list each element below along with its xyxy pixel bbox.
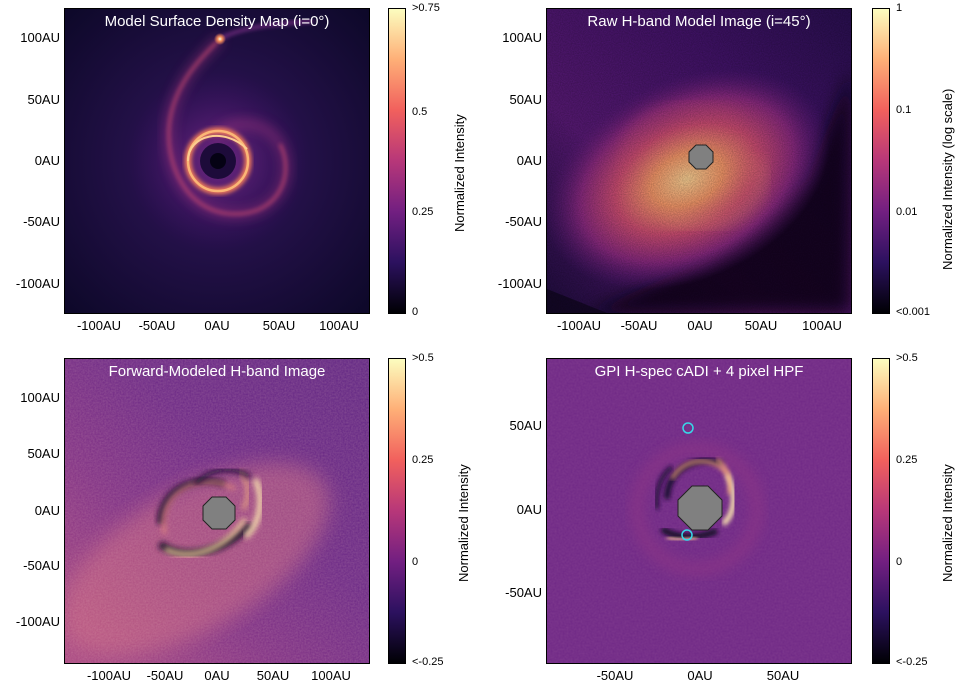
x-tick-label: 50AU [262, 318, 296, 333]
colorbar-tick-label: 0.01 [896, 206, 918, 218]
marker-circle [682, 422, 694, 434]
colorbar-label: Normalized Intensity [940, 464, 955, 582]
colorbar-tick-label: 0.1 [896, 104, 912, 116]
plot-area: Model Surface Density Map (i=0°) [64, 8, 370, 314]
x-tick-label: -50AU [596, 668, 634, 683]
colorbar-label: Normalized Intensity [452, 114, 467, 232]
forward-modeled-image [65, 359, 369, 663]
colorbar-tick-label: 0 [412, 556, 419, 568]
x-tick-label: 0AU [687, 318, 713, 333]
y-tick-label: -50AU [23, 214, 60, 229]
colorbar-tick-label: 0 [412, 306, 419, 318]
x-tick-label: 100AU [802, 318, 842, 333]
x-tick-label: 0AU [204, 668, 230, 683]
colorbar-tick-label: 0.5 [412, 106, 428, 118]
x-tick-label: 50AU [766, 668, 800, 683]
x-tick-label: 50AU [256, 668, 290, 683]
y-tick-label: 50AU [27, 92, 60, 107]
plot-area: Raw H-band Model Image (i=45°) [546, 8, 852, 314]
y-tick-label: 0AU [34, 503, 60, 518]
y-tick-label: -50AU [23, 558, 60, 573]
x-tick-label: 0AU [687, 668, 713, 683]
y-tick-label: 100AU [20, 390, 60, 405]
x-tick-label: 50AU [744, 318, 778, 333]
colorbar-tick-label: >0.75 [412, 2, 440, 14]
x-tick-label: -50AU [146, 668, 184, 683]
y-tick-label: 0AU [516, 153, 542, 168]
y-tick-label: 50AU [509, 92, 542, 107]
colorbar-label: Normalized Intensity (log scale) [940, 88, 955, 270]
y-tick-label: -100AU [497, 276, 542, 291]
panel-title: GPI H-spec cADI + 4 pixel HPF [594, 363, 804, 380]
x-tick-label: -100AU [76, 318, 122, 333]
colorbar-tick-label: <0.001 [896, 306, 930, 318]
panel-title: Raw H-band Model Image (i=45°) [587, 13, 811, 30]
colorbar-tick-label: 1 [896, 2, 903, 14]
colorbar [872, 8, 890, 314]
panel-title: Forward-Modeled H-band Image [108, 363, 326, 380]
y-tick-label: -50AU [505, 585, 542, 600]
surface-density-image [65, 9, 369, 313]
colorbar-tick-label: 0 [896, 556, 903, 568]
x-tick-label: 100AU [319, 318, 359, 333]
panel-title: Model Surface Density Map (i=0°) [104, 13, 330, 30]
colorbar-tick-label: >0.5 [412, 352, 434, 364]
colorbar-label: Normalized Intensity [456, 464, 471, 582]
colorbar-tick-label: 0.25 [896, 454, 918, 466]
colorbar-tick-label: >0.5 [896, 352, 918, 364]
x-tick-label: -100AU [556, 318, 602, 333]
plot-area: GPI H-spec cADI + 4 pixel HPF [546, 358, 852, 664]
y-tick-label: -100AU [15, 276, 60, 291]
x-tick-label: -50AU [620, 318, 658, 333]
y-tick-label: 0AU [34, 153, 60, 168]
colorbar-tick-label: 0.25 [412, 206, 434, 218]
y-tick-label: 100AU [20, 30, 60, 45]
plot-area: Forward-Modeled H-band Image [64, 358, 370, 664]
raw-hband-image [547, 9, 851, 313]
x-tick-label: -50AU [138, 318, 176, 333]
marker-circle [681, 529, 693, 541]
y-tick-label: 0AU [516, 502, 542, 517]
y-tick-label: -50AU [505, 214, 542, 229]
colorbar-tick-label: 0.25 [412, 454, 434, 466]
gpi-hspec-image [547, 359, 851, 663]
occulter-mask [202, 496, 236, 530]
x-tick-label: 0AU [204, 318, 230, 333]
occulter-mask [677, 485, 723, 531]
y-tick-label: 50AU [27, 446, 60, 461]
colorbar [388, 358, 406, 664]
y-tick-label: -100AU [15, 614, 60, 629]
occulter-mask [688, 144, 714, 170]
x-tick-label: -100AU [86, 668, 132, 683]
colorbar-tick-label: <-0.25 [412, 656, 444, 668]
colorbar [388, 8, 406, 314]
colorbar-tick-label: <-0.25 [896, 656, 928, 668]
y-tick-label: 50AU [509, 418, 542, 433]
y-tick-label: 100AU [502, 30, 542, 45]
colorbar [872, 358, 890, 664]
x-tick-label: 100AU [311, 668, 351, 683]
